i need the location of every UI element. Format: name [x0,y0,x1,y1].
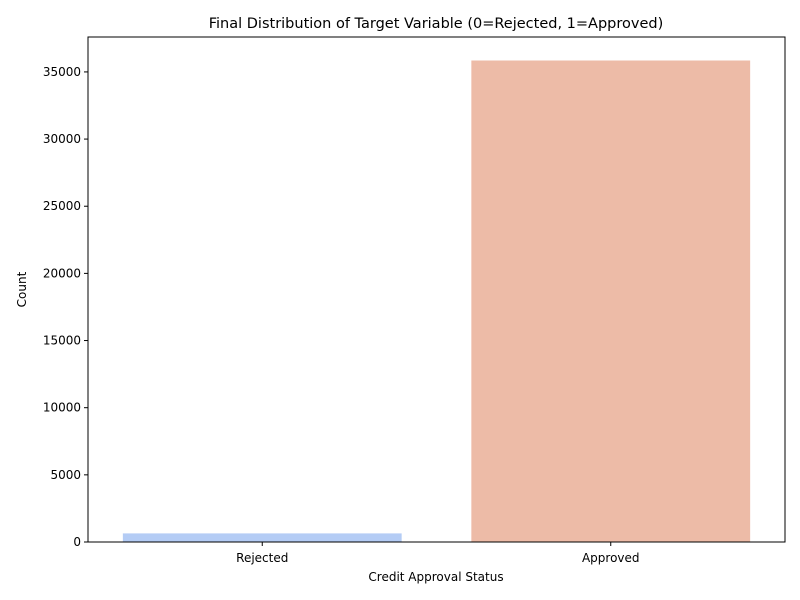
x-tick-label: Rejected [236,551,288,565]
chart-title: Final Distribution of Target Variable (0… [209,16,664,32]
y-tick-label: 20000 [43,266,81,280]
x-axis-label: Credit Approval Status [368,570,503,584]
x-axis-ticks: Rejected Approved [236,542,640,565]
y-axis-ticks: 0 5000 10000 15000 20000 25000 30000 35000 [43,65,88,549]
y-tick-label: 30000 [43,132,81,146]
y-tick-label: 0 [73,535,81,549]
y-tick-label: 10000 [43,401,81,415]
y-tick-label: 15000 [43,334,81,348]
x-tick-label: Approved [582,551,640,565]
bar-approved [471,60,751,542]
y-tick-label: 5000 [50,468,81,482]
y-tick-label: 25000 [43,199,81,213]
plot-frame [87,36,786,543]
y-tick-label: 35000 [43,65,81,79]
y-axis-label: Count [15,271,29,307]
bar-rejected [122,533,402,542]
bars-group [122,60,751,542]
